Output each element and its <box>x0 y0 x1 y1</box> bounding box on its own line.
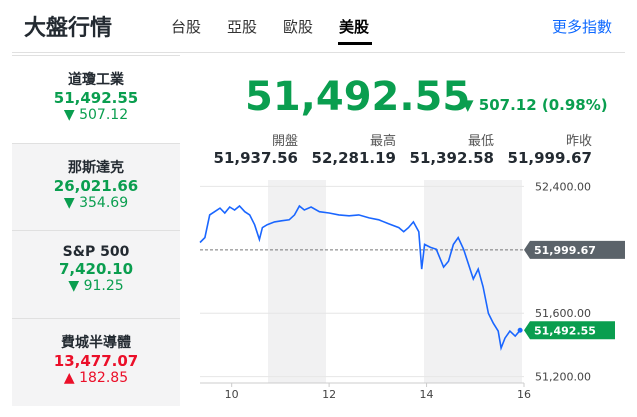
stat-label: 昨收 <box>565 134 592 149</box>
price-line <box>199 204 521 351</box>
arrow: ▼ <box>68 278 84 294</box>
stat: 最高 52,281.19 <box>306 130 396 167</box>
prev-close-label: 51,999.67 <box>534 244 596 257</box>
quote-change-text: 507.12 (0.98%) <box>478 96 608 114</box>
arrow: ▲ <box>63 369 80 386</box>
last-tag <box>524 321 615 340</box>
index-change-text: 507.12 <box>79 107 129 123</box>
index-value: 51,492.55 <box>53 89 139 107</box>
prev-close-tag <box>524 240 625 259</box>
tab-underline <box>338 42 372 45</box>
index-value: 7,420.10 <box>58 260 134 278</box>
index-value: 13,477.07 <box>53 351 139 370</box>
tab[interactable]: 台股 <box>171 18 202 36</box>
arrow: ▼ <box>63 107 80 123</box>
day-shade <box>268 180 326 383</box>
x-tick-label: 12 <box>322 388 336 401</box>
x-tick-label: 10 <box>225 388 239 401</box>
y-tick-label: 52,400.00 <box>535 180 591 193</box>
index-item[interactable]: S&P 500 7,420.10 ▼ 91.25 <box>12 230 180 318</box>
index-change-text: 91.25 <box>83 278 124 294</box>
last-label: 51,492.55 <box>534 324 596 337</box>
index-value: 26,021.66 <box>53 176 139 195</box>
index-name: 道瓊工業 <box>68 72 124 88</box>
index-change: ▼ 91.25 <box>12 278 180 294</box>
index-item[interactable]: 費城半導體 13,477.07 ▲ 182.85 <box>12 317 180 406</box>
chart: 52,400.00 51,600.00 51,200.00 10 12 14 16 51,99… <box>199 180 625 401</box>
index-item[interactable]: 道瓊工業 51,492.55 ▼ 507.12 <box>12 55 180 143</box>
index-change: ▼ 354.69 <box>12 195 180 211</box>
index-change-text: 182.85 <box>79 369 129 386</box>
stat-value: 52,281.19 <box>311 149 396 167</box>
stat: 昨收 51,999.67 <box>502 130 592 167</box>
tab[interactable]: 歐股 <box>283 18 314 36</box>
x-tick-label: 16 <box>517 388 531 401</box>
tab[interactable]: 亞股 <box>227 18 258 36</box>
quote-value: 51,492.55 <box>245 74 471 120</box>
index-item[interactable]: 那斯達克 26,021.66 ▼ 354.69 <box>12 142 180 231</box>
stat-label: 最高 <box>369 134 396 149</box>
arrow: ▼ <box>63 194 80 211</box>
day-shade <box>424 180 522 383</box>
more-link[interactable]: 更多指數 <box>552 18 613 36</box>
index-name: 費城半導體 <box>61 334 131 351</box>
y-tick-label: 51,600.00 <box>535 307 591 320</box>
y-tick-label: 51,200.00 <box>535 371 591 384</box>
index-change: ▲ 182.85 <box>12 370 180 386</box>
stat-label: 開盤 <box>271 134 298 149</box>
index-change: ▼ 507.12 <box>12 107 180 123</box>
x-tick-label: 14 <box>420 388 434 401</box>
stat: 開盤 51,937.56 <box>208 130 298 167</box>
last-point <box>517 327 523 333</box>
index-name: 那斯達克 <box>68 159 124 176</box>
page-title: 大盤行情 <box>24 16 113 41</box>
stat-value: 51,392.58 <box>409 149 494 167</box>
stat-value: 51,937.56 <box>213 149 298 167</box>
tab-active[interactable]: 美股 <box>339 18 370 36</box>
quote-change: ▼ 507.12 (0.98%) <box>462 96 608 114</box>
stat: 最低 51,392.58 <box>404 130 494 167</box>
divider <box>12 52 625 53</box>
index-name: S&P 500 <box>62 244 130 260</box>
index-change-text: 354.69 <box>79 194 129 211</box>
stat-label: 最低 <box>467 134 494 149</box>
stat-value: 51,999.67 <box>507 149 592 167</box>
